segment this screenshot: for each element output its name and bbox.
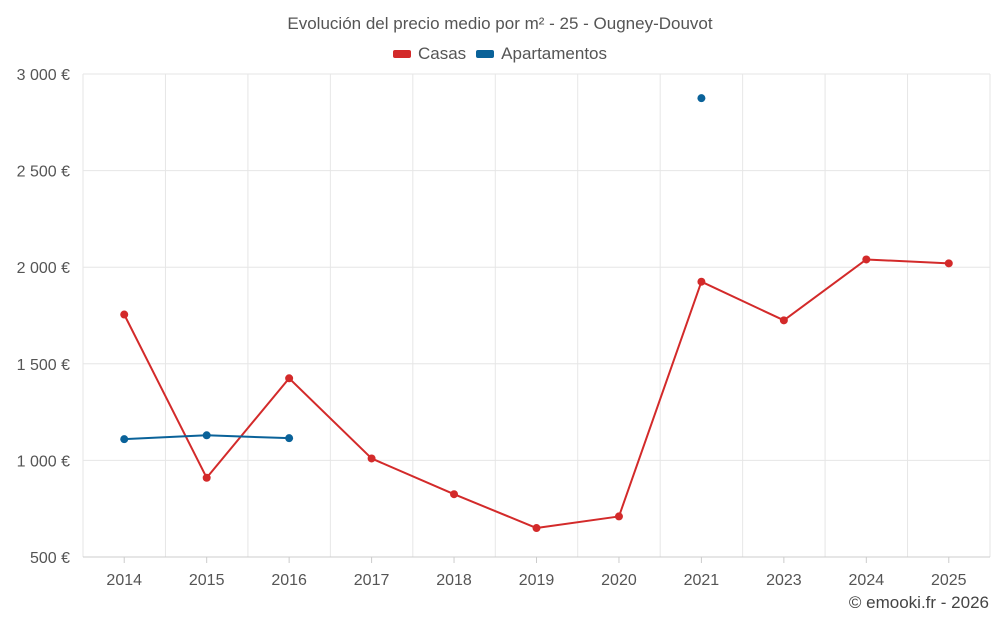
- legend-swatch-apartamentos: [476, 50, 495, 58]
- data-point-casas: [944, 259, 953, 268]
- x-tick-label: 2024: [849, 572, 885, 589]
- x-tick-label: 2016: [271, 572, 307, 589]
- data-point-casas: [450, 490, 459, 499]
- data-point-casas: [120, 310, 129, 319]
- data-point-casas: [862, 255, 871, 264]
- x-tick-label: 2019: [519, 572, 555, 589]
- legend-item-apartamentos[interactable]: Apartamentos: [476, 44, 607, 64]
- legend-label-casas: Casas: [417, 44, 467, 63]
- y-tick-label: 500 €: [30, 550, 70, 567]
- x-tick-label: 2021: [684, 572, 720, 589]
- y-tick-label: 2 000 €: [17, 260, 70, 277]
- data-point-apartamentos: [697, 94, 706, 103]
- data-point-casas: [779, 316, 788, 325]
- x-tick-label: 2014: [106, 572, 142, 589]
- data-point-casas: [697, 277, 706, 286]
- x-tick-label: 2015: [189, 572, 225, 589]
- series-layer: [120, 94, 953, 533]
- credit-text: © emooki.fr - 2026: [848, 593, 989, 612]
- legend-item-casas[interactable]: Casas: [392, 44, 467, 64]
- data-point-casas: [367, 454, 376, 463]
- x-tick-label: 2023: [766, 572, 802, 589]
- x-tick-label: 2017: [354, 572, 390, 589]
- y-tick-label: 3 000 €: [17, 67, 70, 84]
- x-tick-label: 2025: [931, 572, 967, 589]
- axis-layer: 500 € 1 000 € 1 500 € 2 000 € 2 500 € 3 000 €…: [17, 67, 990, 589]
- data-point-casas: [532, 524, 541, 533]
- y-tick-label: 1 000 €: [17, 453, 70, 470]
- x-tick-label: 2018: [436, 572, 472, 589]
- x-tick-label: 2020: [601, 572, 637, 589]
- legend-label-apartamentos: Apartamentos: [501, 44, 608, 63]
- y-tick-label: 2 500 €: [17, 164, 70, 181]
- legend: Casas Apartamentos: [0, 44, 1000, 64]
- data-point-apartamentos: [120, 435, 129, 444]
- y-tick-label: 1 500 €: [17, 357, 70, 374]
- data-point-apartamentos: [285, 434, 294, 443]
- legend-swatch-casas: [392, 50, 411, 58]
- data-point-casas: [202, 473, 211, 482]
- data-point-casas: [614, 512, 623, 521]
- data-point-apartamentos: [202, 431, 211, 440]
- data-point-casas: [285, 374, 294, 383]
- chart-title: Evolución del precio medio por m² - 25 -…: [287, 14, 713, 33]
- grid-layer: [82, 73, 991, 558]
